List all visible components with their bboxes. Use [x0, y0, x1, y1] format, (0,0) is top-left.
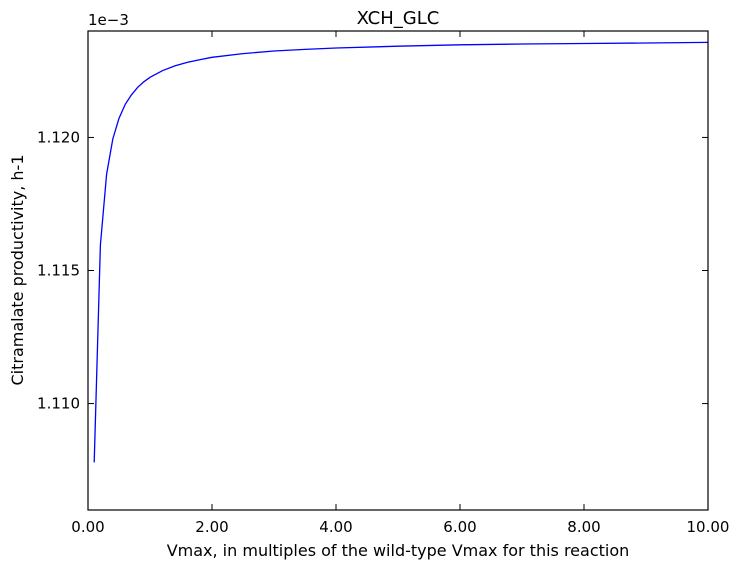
- x-tick-label: 10.00: [687, 518, 730, 536]
- x-axis-ticks: 0.00 2.00 4.00 6.00 8.00 10.00: [71, 31, 729, 536]
- y-axis-ticks: 1.110 1.115 1.120: [37, 128, 708, 413]
- chart-title: XCH_GLC: [357, 8, 440, 29]
- y-tick-label: 1.120: [37, 128, 80, 146]
- y-offset-label: 1e−3: [88, 11, 129, 29]
- x-tick-label: 2.00: [195, 518, 228, 536]
- x-tick-label: 0.00: [71, 518, 104, 536]
- plot-frame: [87, 30, 709, 511]
- x-tick-label: 4.00: [319, 518, 352, 536]
- x-tick-label: 6.00: [443, 518, 476, 536]
- x-axis-label: Vmax, in multiples of the wild-type Vmax…: [167, 541, 630, 560]
- y-tick-label: 1.110: [37, 395, 80, 413]
- series-line: [93, 41, 709, 463]
- y-tick-label: 1.115: [37, 262, 80, 280]
- y-axis-label: Citramalate productivity, h-1: [8, 154, 27, 385]
- x-tick-label: 8.00: [567, 518, 600, 536]
